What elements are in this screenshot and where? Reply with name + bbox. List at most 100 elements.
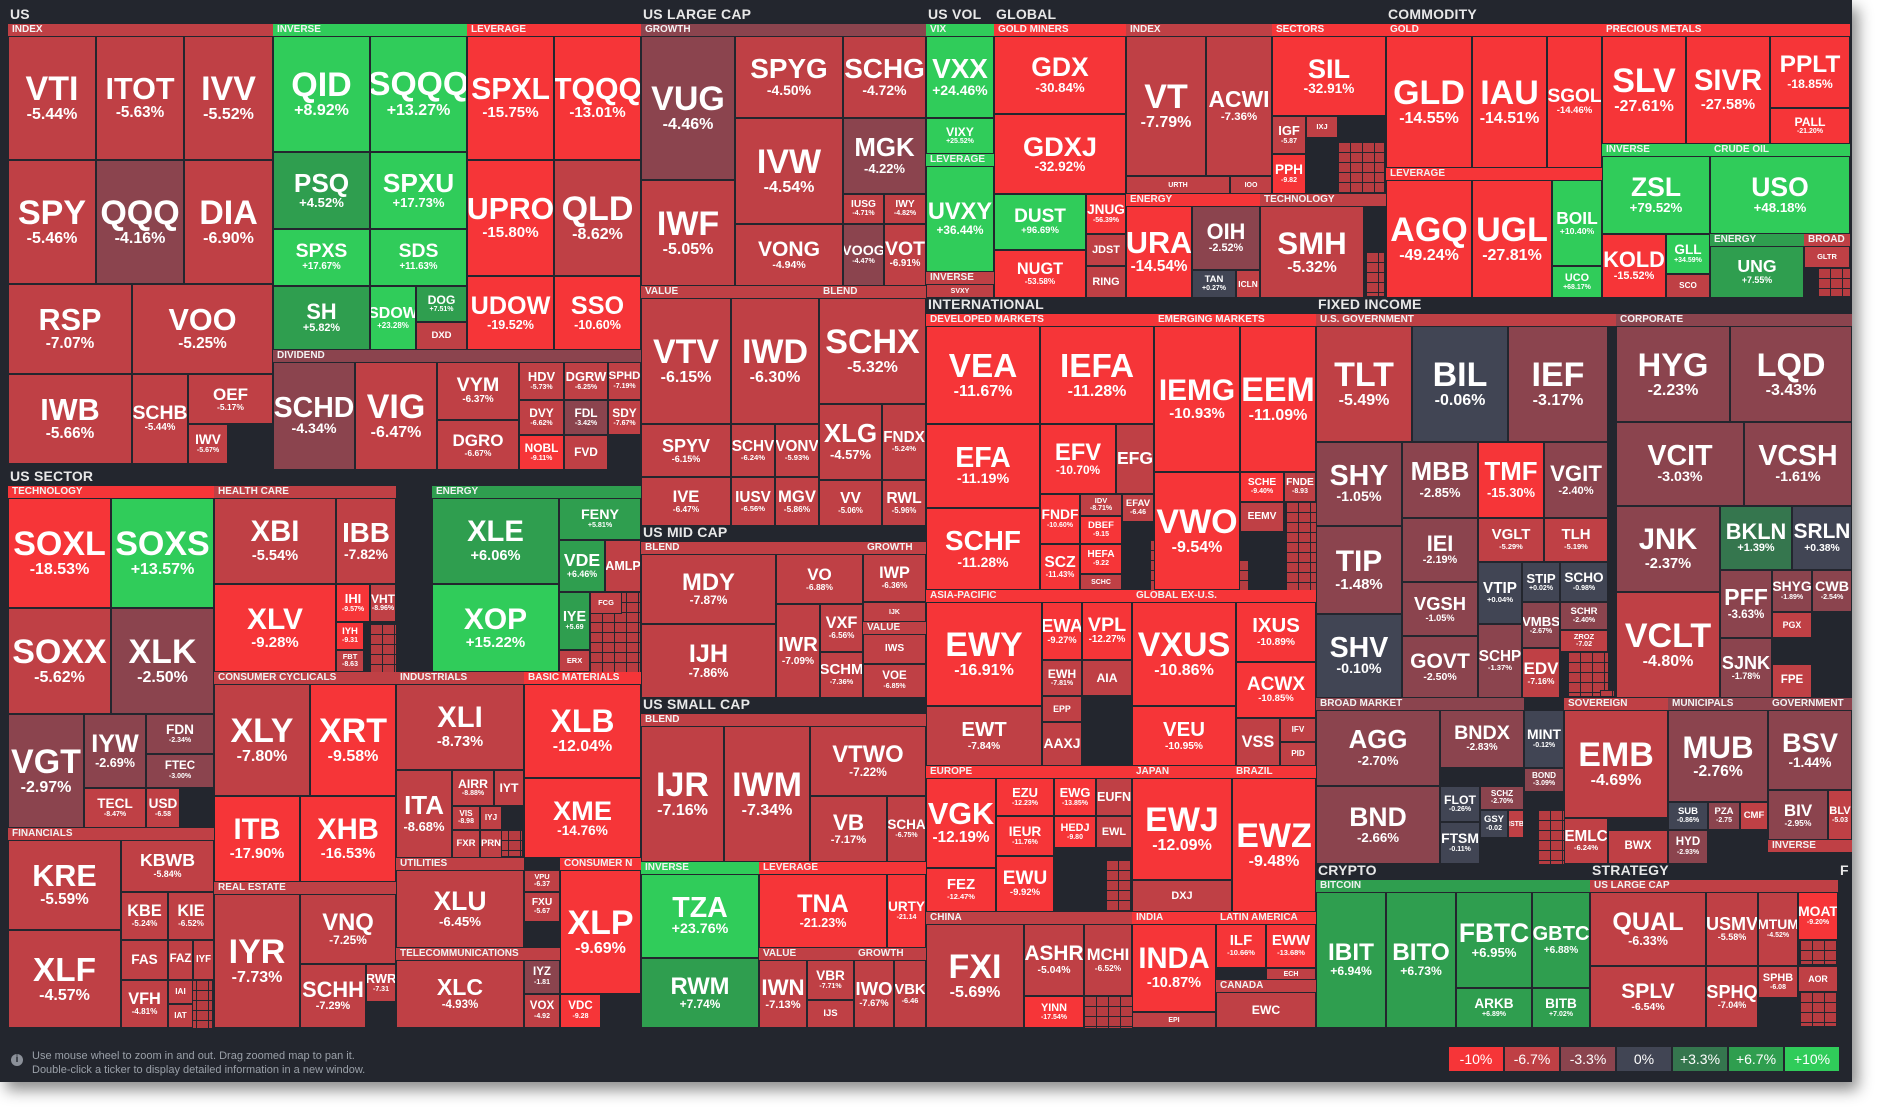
ticker-tile-dgrw[interactable]: DGRW -6.25%: [564, 362, 608, 400]
ticker-tile-sds[interactable]: SDS +11.63%: [370, 229, 467, 286]
ticker-tile-vis[interactable]: VIS -8.98: [452, 806, 480, 830]
ticker-tile-vgit[interactable]: VGIT -2.40%: [1544, 442, 1608, 518]
ticker-tile-iwd[interactable]: IWD -6.30%: [731, 298, 819, 424]
ticker-tile-dvy[interactable]: DVY -6.62%: [519, 400, 564, 435]
ticker-tile-idv[interactable]: IDV -8.71%: [1080, 494, 1122, 516]
ticker-tile-vcit[interactable]: VCIT -3.03%: [1616, 422, 1744, 506]
ticker-tile-iwv[interactable]: IWV -5.67%: [188, 424, 228, 464]
ticker-tile-ieur[interactable]: IEUR -11.76%: [996, 816, 1054, 856]
ticker-tile-iyt[interactable]: IYT: [494, 770, 524, 806]
ticker-tile-vea[interactable]: VEA -11.67%: [926, 326, 1040, 424]
ticker-tile-sphb[interactable]: SPHB -6.08: [1758, 966, 1798, 998]
ticker-tile-ijk[interactable]: IJK: [863, 602, 926, 622]
ticker-tile-biv[interactable]: BIV -2.95%: [1768, 790, 1828, 840]
ticker-tile-zroz[interactable]: ZROZ -7.02: [1560, 630, 1608, 652]
ticker-tile-ewz[interactable]: EWZ -9.48%: [1232, 778, 1316, 912]
ticker-tile-ewt[interactable]: EWT -7.84%: [926, 706, 1042, 766]
ticker-tile-voo[interactable]: VOO -5.25%: [132, 284, 273, 374]
ticker-tile-sche[interactable]: SCHE -9.40%: [1240, 472, 1284, 502]
ticker-tile-stip[interactable]: STIP +0.02%: [1522, 562, 1560, 602]
ticker-tile-vde[interactable]: VDE +6.46%: [559, 540, 605, 592]
ticker-tile-xlb[interactable]: XLB -12.04%: [524, 684, 641, 778]
ticker-tile-sso[interactable]: SSO -10.60%: [554, 276, 641, 350]
ticker-tile-vt[interactable]: VT -7.79%: [1126, 36, 1206, 176]
ticker-tile-ewa[interactable]: EWA -9.27%: [1042, 602, 1082, 660]
ticker-tile-ifv[interactable]: IFV: [1280, 718, 1316, 742]
ticker-tile-zsl[interactable]: ZSL +79.52%: [1602, 156, 1710, 234]
ticker-tile-schd[interactable]: SCHD -4.34%: [273, 362, 355, 470]
ticker-tile-eww[interactable]: EWW -13.68%: [1266, 924, 1316, 968]
ticker-tile-ixus[interactable]: IXUS -10.89%: [1236, 602, 1316, 662]
ticker-tile-dog[interactable]: DOG +7.51%: [416, 286, 467, 322]
ticker-tile-dia[interactable]: DIA -6.90%: [184, 160, 273, 284]
ticker-tile-dust[interactable]: DUST +96.69%: [994, 194, 1086, 250]
ticker-tile-schf[interactable]: SCHF -11.28%: [926, 508, 1040, 590]
ticker-tile-bitb[interactable]: BITB +7.02%: [1532, 988, 1590, 1028]
ticker-tile-schr[interactable]: SCHR -2.40%: [1560, 602, 1608, 630]
ticker-tile-airr[interactable]: AIRR -8.88%: [452, 770, 494, 806]
ticker-tile-emb[interactable]: EMB -4.69%: [1564, 710, 1668, 818]
ticker-tile-sgol[interactable]: SGOL -14.46%: [1547, 36, 1602, 168]
ticker-tile-itb[interactable]: ITB -17.90%: [214, 796, 300, 882]
ticker-tile-ezu[interactable]: EZU -12.23%: [996, 778, 1054, 816]
ticker-tile-iwr[interactable]: IWR -7.09%: [776, 604, 820, 698]
ticker-tile-gbtc[interactable]: GBTC +6.88%: [1532, 892, 1590, 988]
ticker-tile-tan[interactable]: TAN +0.27%: [1192, 270, 1236, 298]
ticker-tile-fdl[interactable]: FDL -3.42%: [564, 400, 608, 435]
ticker-tile-hefa[interactable]: HEFA -9.22: [1080, 544, 1122, 574]
ticker-tile-vcsh[interactable]: VCSH -1.61%: [1744, 422, 1852, 506]
ticker-tile-vot[interactable]: VOT -6.91%: [884, 224, 926, 286]
ticker-tile-vxx[interactable]: VXX +24.46%: [926, 36, 994, 118]
ticker-tile-agg[interactable]: AGG -2.70%: [1316, 710, 1440, 786]
ticker-tile-vpl[interactable]: VPL -12.27%: [1082, 602, 1132, 660]
ticker-tile-ive[interactable]: IVE -6.47%: [641, 477, 731, 526]
ticker-tile-iwf[interactable]: IWF -5.05%: [641, 180, 735, 286]
ticker-tile-uvxy[interactable]: UVXY +36.44%: [926, 166, 994, 272]
ticker-tile-amlp[interactable]: AMLP: [605, 540, 641, 592]
ticker-tile-bndx[interactable]: BNDX -2.83%: [1440, 710, 1524, 768]
ticker-tile-vpu[interactable]: VPU -6.37: [524, 870, 560, 892]
ticker-tile-istb[interactable]: ISTB: [1508, 810, 1524, 838]
ticker-tile-fxi[interactable]: FXI -5.69%: [926, 924, 1024, 1028]
ticker-tile-soxl[interactable]: SOXL -18.53%: [8, 498, 111, 608]
ticker-tile-fndx[interactable]: FNDX -5.24%: [882, 404, 926, 480]
ticker-tile-pall[interactable]: PALL -21.20%: [1770, 108, 1850, 144]
ticker-tile-iyr[interactable]: IYR -7.73%: [214, 894, 300, 1028]
ticker-tile-hdv[interactable]: HDV -5.73%: [519, 362, 564, 400]
ticker-tile-schx[interactable]: SCHX -5.32%: [819, 298, 926, 404]
ticker-tile-iyf[interactable]: IYF: [193, 940, 214, 980]
ticker-tile-urty[interactable]: URTY -21.14: [887, 874, 926, 948]
ticker-tile-dbef[interactable]: DBEF -9.15: [1080, 516, 1122, 544]
ticker-tile-ewl[interactable]: EWL: [1096, 816, 1132, 848]
ticker-tile-schc[interactable]: SCHC: [1080, 574, 1122, 590]
ticker-tile-oef[interactable]: OEF -5.17%: [188, 374, 273, 424]
ticker-tile-dxj[interactable]: DXJ: [1132, 880, 1232, 912]
ticker-tile-qqq[interactable]: QQQ -4.16%: [96, 160, 184, 284]
ticker-tile-spxs[interactable]: SPXS +17.67%: [273, 229, 370, 286]
ticker-tile-pff[interactable]: PFF -3.63%: [1720, 570, 1772, 638]
ticker-tile-rwl[interactable]: RWL -5.96%: [882, 480, 926, 526]
ticker-tile-xlu[interactable]: XLU -6.45%: [396, 870, 524, 948]
ticker-tile-xlv[interactable]: XLV -9.28%: [214, 584, 336, 672]
ticker-tile-iyj[interactable]: IYJ: [480, 806, 502, 830]
ticker-tile-iwp[interactable]: IWP -6.36%: [863, 554, 926, 602]
ticker-tile-bwx[interactable]: BWX: [1608, 830, 1668, 864]
ticker-tile-xhb[interactable]: XHB -16.53%: [300, 796, 396, 882]
ticker-tile-cwb[interactable]: CWB -2.54%: [1812, 570, 1852, 612]
ticker-tile-boil[interactable]: BOIL +10.40%: [1552, 180, 1602, 266]
ticker-tile-rwm[interactable]: RWM +7.74%: [641, 958, 759, 1028]
ticker-tile-pza[interactable]: PZA -2.75: [1708, 802, 1740, 830]
ticker-tile-upro[interactable]: UPRO -15.80%: [467, 160, 554, 276]
ticker-tile-ring[interactable]: RING: [1086, 266, 1126, 298]
ticker-tile-vv[interactable]: VV -5.06%: [819, 480, 882, 526]
ticker-tile-aor[interactable]: AOR: [1798, 966, 1838, 992]
ticker-tile-ugl[interactable]: UGL -27.81%: [1472, 180, 1552, 298]
ticker-tile-qid[interactable]: QID +8.92%: [273, 36, 370, 152]
ticker-tile-schm[interactable]: SCHM -7.36%: [820, 652, 863, 698]
ticker-tile-eufn[interactable]: EUFN: [1096, 778, 1132, 816]
ticker-tile-acwi[interactable]: ACWI -7.36%: [1206, 36, 1272, 176]
ticker-tile-schv[interactable]: SCHV -6.24%: [731, 424, 775, 477]
ticker-tile-tza[interactable]: TZA +23.76%: [641, 874, 759, 958]
ticker-tile-hyd[interactable]: HYD -2.93%: [1668, 830, 1708, 864]
ticker-tile-vht[interactable]: VHT -8.96%: [370, 584, 396, 622]
